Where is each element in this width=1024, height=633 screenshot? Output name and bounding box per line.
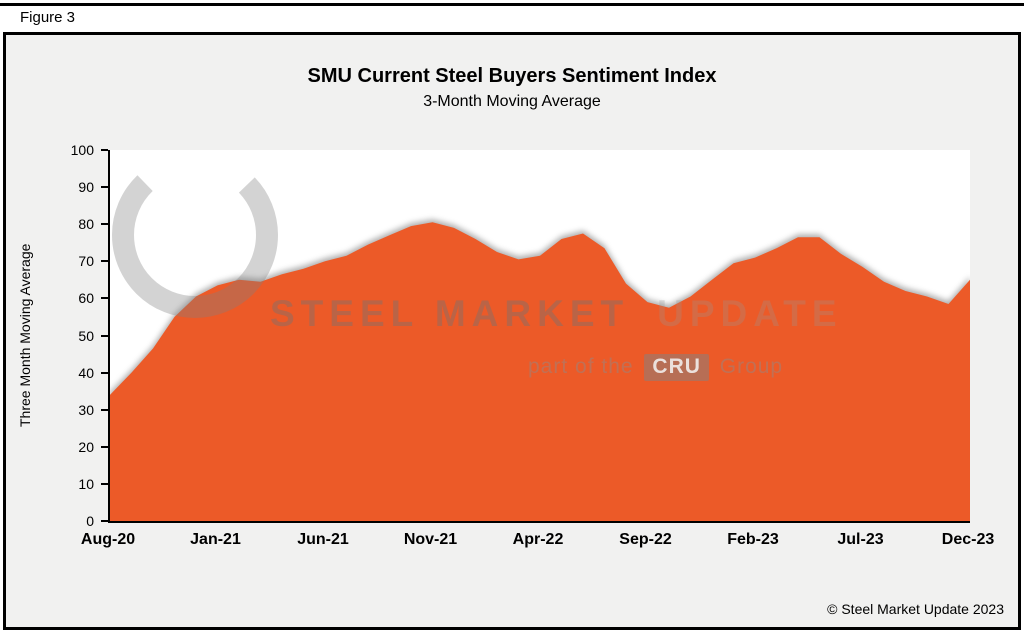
copyright-notice: © Steel Market Update 2023	[827, 601, 1004, 617]
y-tick-mark	[101, 482, 108, 485]
sentiment-area-chart	[110, 222, 970, 521]
x-tick-label: Jul-23	[837, 531, 884, 548]
y-tick-mark	[101, 334, 108, 337]
x-tick-label: Sep-22	[619, 531, 672, 548]
chart-container: SMU Current Steel Buyers Sentiment Index…	[3, 32, 1021, 630]
y-tick-mark	[101, 297, 108, 300]
y-tick-label: 90	[78, 179, 94, 196]
y-tick-label: 10	[78, 475, 94, 492]
chart-title: SMU Current Steel Buyers Sentiment Index	[307, 65, 717, 87]
chart-subtitle: 3-Month Moving Average	[423, 93, 601, 110]
y-tick-mark	[101, 520, 108, 522]
plot-area: STEEL MARKET UPDATE part of the CRU Group	[108, 150, 970, 523]
x-tick-label: Nov-21	[403, 531, 458, 548]
y-tick-label: 100	[70, 142, 94, 158]
x-tick-label: Jun-21	[297, 531, 349, 548]
x-tick-label: Jan-21	[190, 531, 241, 548]
y-tick-mark	[101, 408, 108, 411]
y-tick-label: 30	[78, 401, 94, 418]
x-tick-label: Apr-22	[512, 531, 564, 548]
figure-label: Figure 3	[20, 9, 76, 26]
y-tick-mark	[101, 445, 108, 448]
y-axis: 0 10 20 30 40 50 60 70 80 90 100	[36, 142, 108, 529]
x-axis: Aug-20 Jan-21 Jun-21 Nov-21 Apr-22 Sep-22 Feb-…	[81, 531, 994, 553]
x-tick-label: Aug-20	[80, 531, 136, 548]
y-tick-mark	[101, 371, 108, 374]
y-tick-mark	[101, 186, 108, 189]
y-axis-label: Three Month Moving Average	[17, 243, 33, 428]
sentiment-area-series	[110, 222, 970, 521]
x-tick-label: Dec-23	[941, 531, 995, 548]
x-tick-label: Feb-23	[727, 531, 779, 548]
y-tick-mark	[101, 149, 108, 151]
y-tick-label: 80	[78, 216, 94, 233]
y-tick-label: 20	[78, 438, 94, 455]
y-tick-label: 70	[78, 253, 94, 270]
top-rule	[0, 3, 1024, 6]
y-tick-mark	[101, 260, 108, 263]
y-tick-label: 60	[78, 290, 94, 307]
y-tick-label: 40	[78, 364, 94, 381]
y-tick-mark	[101, 223, 108, 226]
y-tick-label: 0	[86, 513, 94, 529]
y-tick-label: 50	[78, 327, 94, 344]
